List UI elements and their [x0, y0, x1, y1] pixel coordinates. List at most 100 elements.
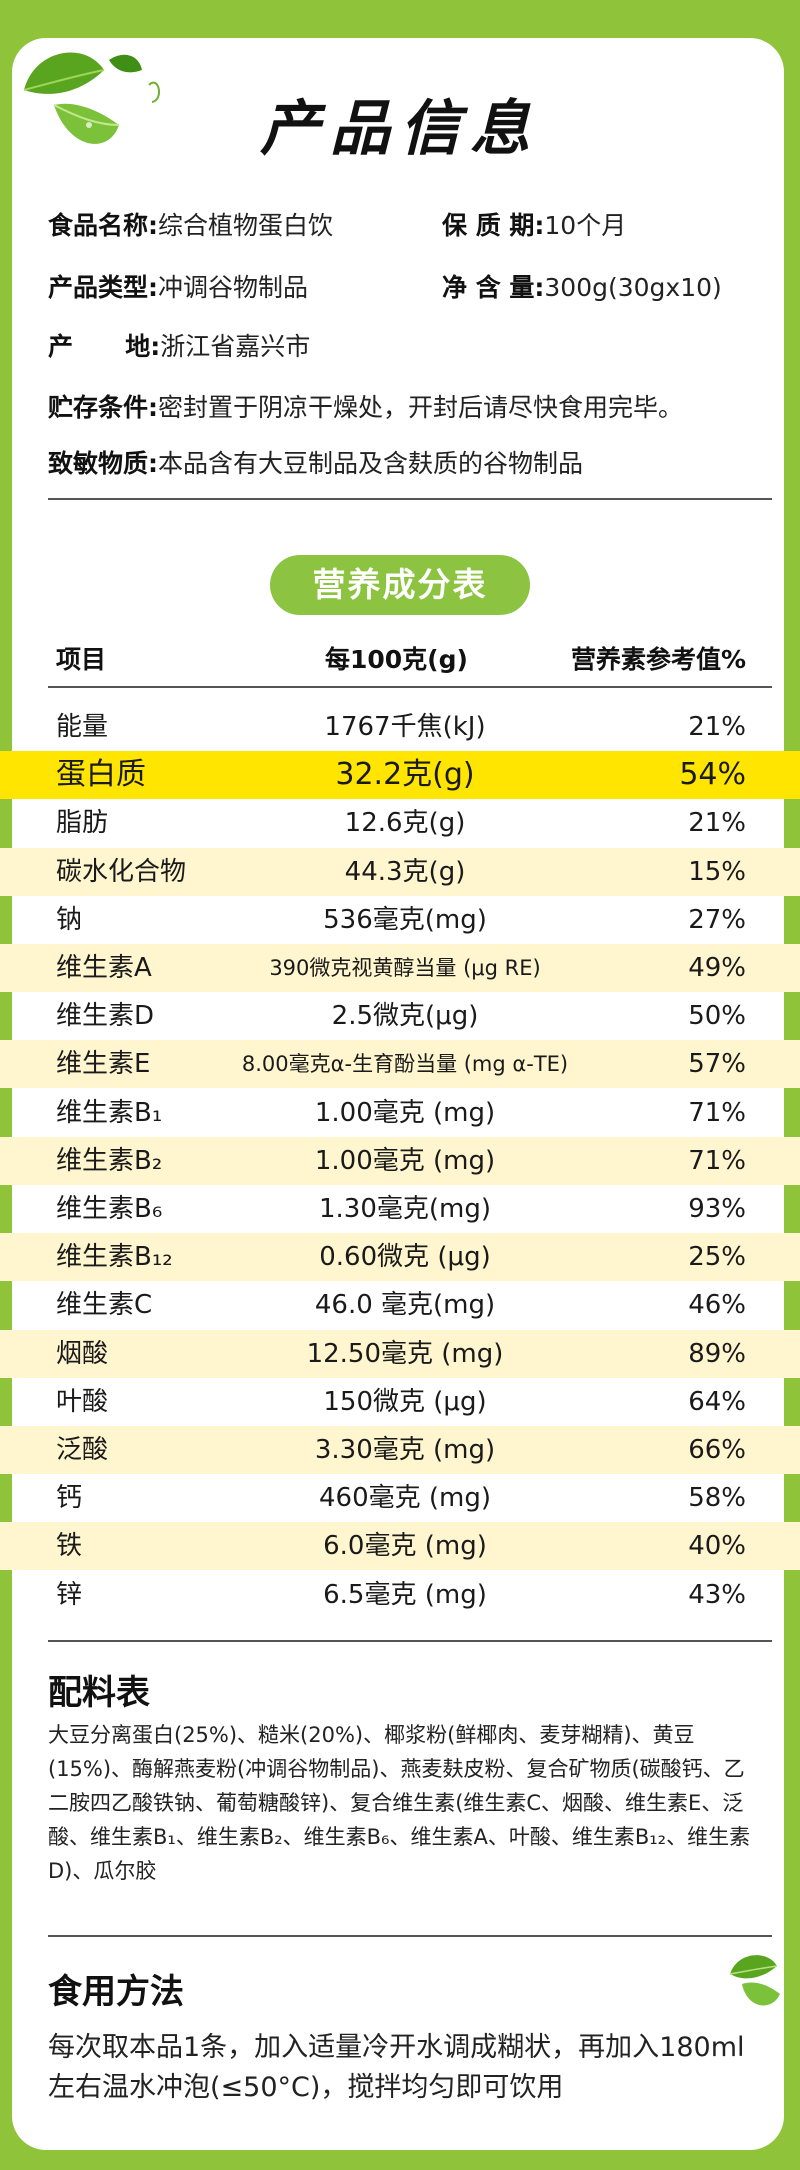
- nutrient-name: 维生素B₂: [56, 1145, 163, 1176]
- header-per100g: 每100克(g): [325, 645, 468, 674]
- nutrient-name: 烟酸: [56, 1338, 109, 1369]
- info-shelf-life: 保 质 期:10个月: [442, 206, 626, 242]
- table-row: 锌 6.5毫克 (mg) 43%: [0, 1571, 800, 1619]
- info-origin: 产 地:浙江省嘉兴市: [48, 327, 310, 363]
- nutrient-name: 维生素E: [56, 1049, 151, 1080]
- nutrient-name: 维生素A: [56, 953, 152, 983]
- nutrition-badge: 营养成分表: [270, 555, 530, 615]
- table-row: 能量 1767千焦(kJ) 21%: [0, 703, 800, 751]
- nutrient-per100g: 390微克视黄醇当量 (μg RE): [269, 956, 541, 980]
- info-label: 产 地:: [48, 332, 161, 361]
- info-storage: 贮存条件:密封置于阴凉干燥处，开封后请尽快食用完毕。: [48, 388, 683, 424]
- nutrient-per100g: 1.00毫克 (mg): [314, 1145, 496, 1176]
- divider: [48, 1935, 772, 1937]
- table-row: 叶酸 150微克 (μg) 64%: [0, 1378, 800, 1426]
- info-value: 浙江省嘉兴市: [160, 332, 311, 361]
- nutrient-per100g: 1.00毫克 (mg): [314, 1097, 496, 1128]
- nutrient-per100g: 8.00毫克α-生育酚当量 (mg α-TE): [241, 1052, 569, 1077]
- nutrient-per100g: 12.6克(g): [344, 808, 466, 839]
- nutrient-name: 维生素B₁₂: [56, 1242, 173, 1273]
- nutrient-nrv: 21%: [688, 712, 746, 742]
- table-row: 维生素E 8.00毫克α-生育酚当量 (mg α-TE) 57%: [0, 1040, 800, 1089]
- info-label: 食品名称:: [48, 211, 158, 240]
- divider: [48, 498, 772, 500]
- nutrient-per100g: 460毫克 (mg): [318, 1483, 491, 1514]
- table-row: 碳水化合物 44.3克(g) 15%: [0, 847, 800, 896]
- info-label: 贮存条件:: [48, 393, 158, 422]
- table-row: 维生素C 46.0 毫克(mg) 46%: [0, 1281, 800, 1329]
- nutrient-nrv: 57%: [688, 1049, 746, 1080]
- nutrient-nrv: 93%: [688, 1194, 746, 1224]
- info-product-name: 食品名称:综合植物蛋白饮: [48, 206, 333, 242]
- usage-title: 食用方法: [48, 1972, 184, 2012]
- nutrient-per100g: 0.60微克 (μg): [319, 1242, 491, 1273]
- nutrient-name: 能量: [56, 712, 109, 742]
- nutrient-per100g: 3.30毫克 (mg): [314, 1435, 496, 1465]
- table-row: 维生素A 390微克视黄醇当量 (μg RE) 49%: [0, 944, 800, 992]
- nutrient-nrv: 54%: [679, 757, 746, 793]
- info-value: 10个月: [544, 211, 627, 240]
- header-nrv: 营养素参考值%: [570, 645, 746, 674]
- table-row: 维生素B₁ 1.00毫克 (mg) 71%: [0, 1089, 800, 1137]
- ingredients-text: 大豆分离蛋白(25%)、糙米(20%)、椰浆粉(鲜椰肉、麦芽糊精)、黄豆(15%…: [48, 1723, 751, 1883]
- nutrient-name: 维生素B₁: [56, 1097, 163, 1128]
- info-allergen: 致敏物质:本品含有大豆制品及含麸质的谷物制品: [48, 444, 583, 480]
- nutrient-name: 蛋白质: [56, 757, 146, 793]
- nutrient-per100g: 2.5微克(μg): [331, 1001, 479, 1032]
- table-row: 维生素B₆ 1.30毫克(mg) 93%: [0, 1185, 800, 1233]
- nutrient-per100g: 32.2克(g): [335, 757, 475, 793]
- nutrient-name: 维生素B₆: [56, 1194, 163, 1224]
- nutrient-name: 钠: [56, 904, 83, 935]
- nutrient-nrv: 64%: [688, 1386, 746, 1417]
- nutrient-name: 泛酸: [56, 1435, 109, 1465]
- nutrient-name: 锌: [56, 1579, 83, 1610]
- nutrient-nrv: 40%: [688, 1531, 746, 1562]
- ingredients-title: 配料表: [48, 1673, 150, 1713]
- nutrient-per100g: 150微克 (μg): [323, 1386, 487, 1417]
- usage-text: 每次取本品1条，加入适量冷开水调成糊状，再加入180ml左右温水冲泡(≤50°C…: [48, 2032, 745, 2103]
- nutrient-nrv: 89%: [688, 1338, 746, 1369]
- nutrient-nrv: 71%: [688, 1145, 746, 1176]
- info-label: 保 质 期:: [442, 211, 545, 240]
- nutrient-name: 铁: [56, 1531, 83, 1562]
- table-row: 钠 536毫克(mg) 27%: [0, 896, 800, 944]
- nutrient-per100g: 46.0 毫克(mg): [314, 1290, 496, 1321]
- table-header-divider: [48, 686, 772, 688]
- nutrient-nrv: 15%: [688, 856, 746, 887]
- nutrient-name: 维生素D: [56, 1001, 155, 1032]
- info-value: 300g(30gx10): [544, 273, 722, 302]
- nutrient-per100g: 536毫克(mg): [323, 904, 487, 935]
- table-row: 蛋白质 32.2克(g) 54%: [0, 751, 800, 800]
- leaf-decoration-small-icon: [729, 1955, 780, 2006]
- divider: [48, 1640, 772, 1642]
- nutrient-nrv: 46%: [688, 1290, 746, 1321]
- nutrient-nrv: 49%: [688, 953, 746, 983]
- nutrient-per100g: 1.30毫克(mg): [318, 1194, 491, 1224]
- info-value: 本品含有大豆制品及含麸质的谷物制品: [158, 449, 584, 478]
- info-value: 冲调谷物制品: [158, 273, 309, 302]
- nutrient-per100g: 6.5毫克 (mg): [323, 1579, 487, 1610]
- table-row: 脂肪 12.6克(g) 21%: [0, 799, 800, 847]
- leaf-decoration-icon: [23, 52, 160, 144]
- table-row: 钙 460毫克 (mg) 58%: [0, 1474, 800, 1522]
- nutrient-name: 钙: [56, 1483, 83, 1514]
- nutrient-name: 脂肪: [56, 808, 109, 839]
- page-title: 产品信息: [260, 94, 540, 164]
- nutrient-name: 叶酸: [56, 1386, 109, 1417]
- info-label: 致敏物质:: [48, 449, 158, 478]
- info-value: 密封置于阴凉干燥处，开封后请尽快食用完毕。: [158, 393, 684, 422]
- nutrient-per100g: 6.0毫克 (mg): [323, 1531, 487, 1562]
- nutrient-nrv: 27%: [688, 904, 746, 935]
- table-row: 烟酸 12.50毫克 (mg) 89%: [0, 1329, 800, 1378]
- nutrient-nrv: 50%: [688, 1001, 746, 1032]
- info-product-type: 产品类型:冲调谷物制品: [48, 268, 308, 304]
- table-row: 维生素B₂ 1.00毫克 (mg) 71%: [0, 1136, 800, 1185]
- table-row: 维生素D 2.5微克(μg) 50%: [0, 992, 800, 1040]
- content-card: [12, 38, 784, 2150]
- nutrient-per100g: 44.3克(g): [344, 856, 466, 887]
- info-label: 净 含 量:: [442, 273, 545, 302]
- header-item: 项目: [56, 645, 107, 674]
- nutrient-per100g: 12.50毫克 (mg): [306, 1338, 504, 1369]
- nutrient-nrv: 43%: [688, 1579, 746, 1610]
- info-value: 综合植物蛋白饮: [158, 211, 334, 240]
